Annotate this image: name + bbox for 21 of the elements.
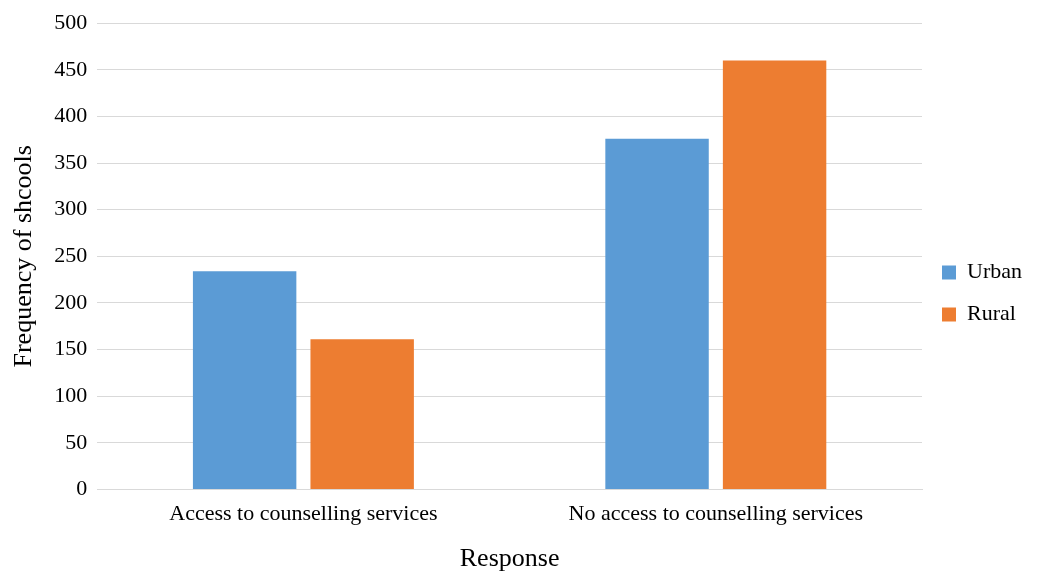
bar [310,339,414,489]
x-axis-title: Response [459,543,560,573]
y-tick-label: 500 [54,8,88,34]
bar [722,60,827,489]
y-tick-label: 0 [76,475,88,501]
y-tick-label: 50 [65,428,88,454]
y-tick-label: 450 [54,55,88,81]
x-tick-label: No access to counselling services [568,500,864,526]
y-tick-label: 250 [54,242,88,268]
y-tick-label: 100 [54,381,88,407]
bar [605,138,709,489]
y-tick-label: 300 [54,195,88,221]
x-tick-label: Access to counselling services [169,500,438,526]
y-tick-label: 200 [54,288,88,314]
bar [192,271,297,489]
legend-label: Urban [967,258,1023,284]
y-axis-title: Frequency of shcools [8,145,38,368]
y-tick-label: 350 [54,148,88,174]
y-tick-label: 400 [54,102,88,128]
legend-label: Rural [967,300,1016,326]
y-tick-label: 150 [54,335,88,361]
